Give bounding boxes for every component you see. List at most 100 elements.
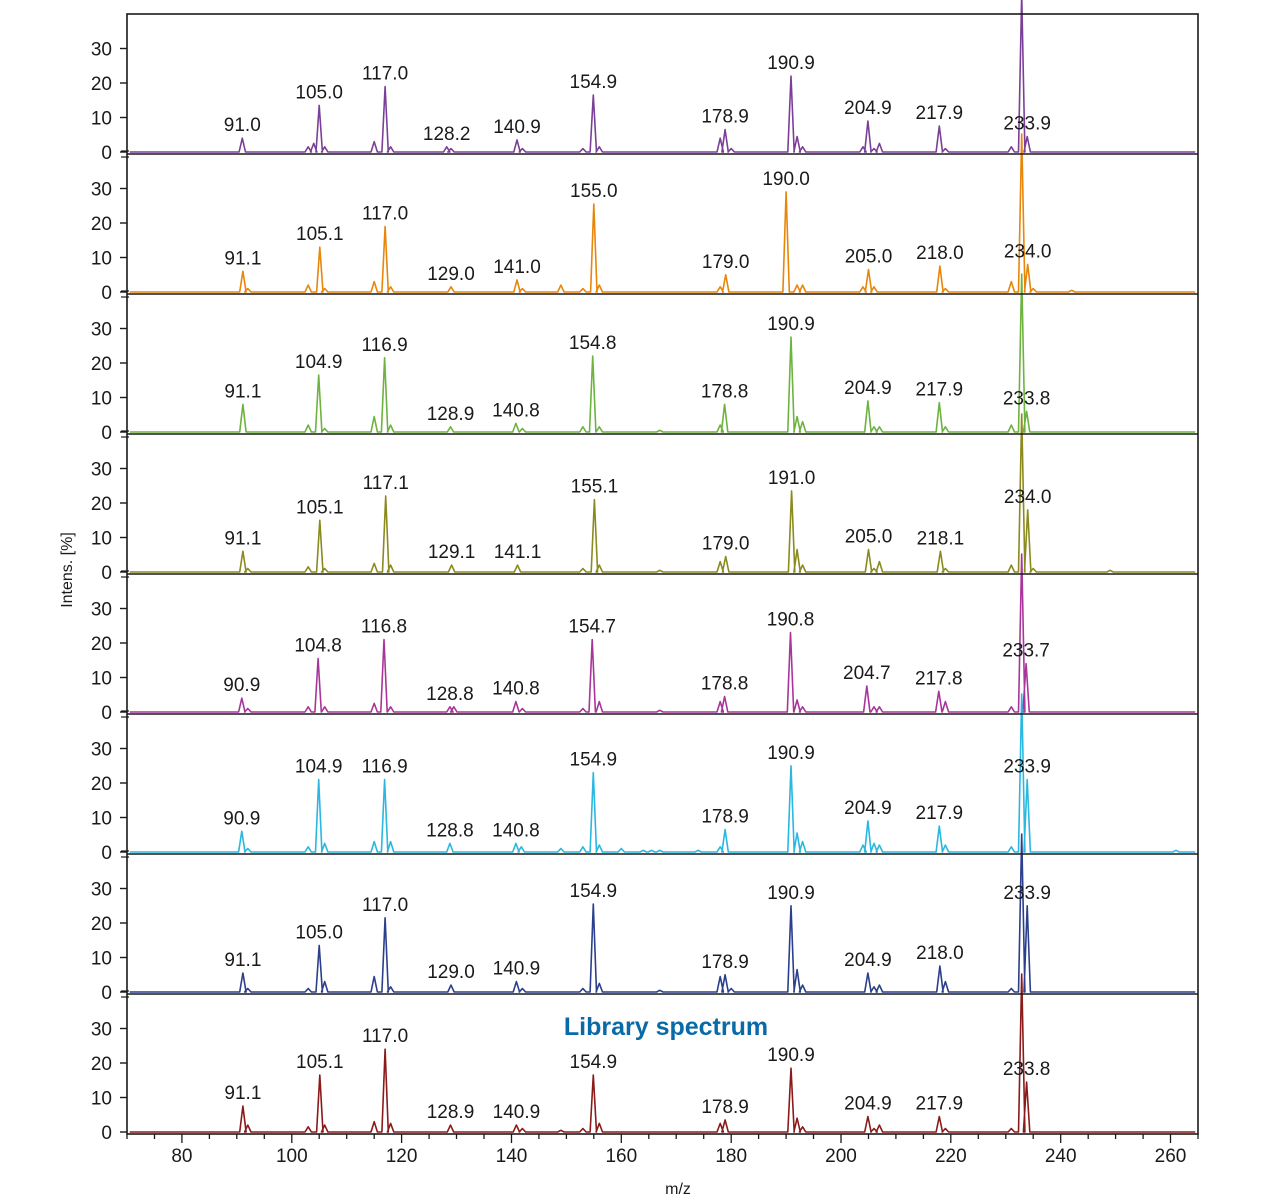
spectrum-trace bbox=[129, 0, 1196, 153]
spectrum-trace bbox=[129, 273, 1196, 433]
peak-label: 129.1 bbox=[428, 542, 476, 563]
x-tick-label: 220 bbox=[935, 1146, 967, 1167]
y-tick-label: 20 bbox=[91, 634, 112, 655]
spectrum-panel-8: 91.1 105.1 117.0 128.9 140.9 154.9 178.9 190.9 2… bbox=[91, 973, 1196, 1144]
x-tick-label: 80 bbox=[171, 1146, 192, 1167]
y-tick-label: 0 bbox=[101, 423, 112, 444]
y-tick-label: 10 bbox=[91, 529, 112, 550]
peak-label: 190.9 bbox=[767, 883, 815, 904]
peak-label: 154.8 bbox=[569, 333, 617, 354]
spectrum-panel-4: 91.1 105.1 117.1 129.1 141.1 155.1 179.0 191.0 2… bbox=[91, 413, 1196, 584]
peak-label: 217.9 bbox=[916, 1094, 964, 1115]
peak-label: 234.0 bbox=[1004, 487, 1052, 508]
peak-label: 117.0 bbox=[362, 203, 408, 224]
peak-label: 105.0 bbox=[295, 922, 343, 943]
peak-label: 178.9 bbox=[701, 107, 749, 128]
peak-label: 179.0 bbox=[702, 252, 750, 273]
peak-label: 104.9 bbox=[295, 757, 343, 778]
x-tick-label: 100 bbox=[276, 1146, 308, 1167]
peak-label: 204.7 bbox=[843, 663, 891, 684]
y-tick-label: 10 bbox=[91, 249, 112, 270]
y-tick-label: 20 bbox=[91, 1054, 112, 1075]
y-tick-label: 0 bbox=[101, 983, 112, 1004]
peak-label: 154.9 bbox=[570, 750, 618, 771]
peak-label: 218.1 bbox=[917, 528, 965, 549]
y-axis-title: Intens. [%] bbox=[59, 532, 76, 608]
peak-label: 217.9 bbox=[916, 103, 964, 124]
peak-label: 190.9 bbox=[767, 314, 815, 335]
peak-label: 233.8 bbox=[1003, 388, 1051, 409]
peak-label: 233.9 bbox=[1003, 114, 1051, 135]
peak-label: 105.1 bbox=[296, 224, 344, 245]
peak-label: 91.1 bbox=[224, 528, 261, 549]
y-tick-label: 30 bbox=[91, 740, 112, 761]
peak-label: 204.9 bbox=[844, 1094, 892, 1115]
peak-label: 190.9 bbox=[767, 743, 815, 764]
peak-label: 233.7 bbox=[1002, 641, 1050, 662]
x-tick-label: 140 bbox=[496, 1146, 528, 1167]
y-tick-label: 0 bbox=[101, 843, 112, 864]
peak-label: 116.9 bbox=[362, 757, 408, 778]
peak-label: 105.1 bbox=[296, 1052, 344, 1073]
peak-label: 217.8 bbox=[915, 668, 963, 689]
peak-label: 178.8 bbox=[701, 381, 749, 402]
peak-label: 141.1 bbox=[494, 542, 542, 563]
y-tick-label: 0 bbox=[101, 703, 112, 724]
peak-label: 105.0 bbox=[295, 82, 343, 103]
spectrum-trace bbox=[129, 553, 1196, 713]
y-tick-label: 30 bbox=[91, 460, 112, 481]
peak-label: 154.9 bbox=[570, 72, 618, 93]
x-tick-label: 200 bbox=[825, 1146, 857, 1167]
peak-label: 128.9 bbox=[427, 404, 475, 425]
peak-label: 117.0 bbox=[362, 895, 408, 916]
y-tick-label: 20 bbox=[91, 774, 112, 795]
peak-label: 128.8 bbox=[426, 820, 474, 841]
spectrum-panel-6: 90.9 104.9 116.9 128.8 140.8 154.9 178.9 190.9 2… bbox=[91, 693, 1196, 864]
peak-label: 104.8 bbox=[294, 636, 342, 657]
spectrum-trace bbox=[129, 833, 1196, 993]
x-axis: 80 100 120 140 160 180 200 220 240 260 bbox=[126, 1134, 1199, 1167]
x-tick-label: 160 bbox=[605, 1146, 637, 1167]
peak-label: 105.1 bbox=[296, 497, 344, 518]
peak-label: 140.8 bbox=[492, 679, 540, 700]
peak-label: 116.8 bbox=[361, 617, 407, 638]
peak-label: 178.9 bbox=[701, 807, 749, 828]
peak-label: 190.9 bbox=[767, 1045, 815, 1066]
peak-label: 155.1 bbox=[571, 477, 619, 498]
y-tick-label: 0 bbox=[101, 283, 112, 304]
peak-label: 217.9 bbox=[916, 803, 964, 824]
y-tick-label: 10 bbox=[91, 1089, 112, 1110]
peak-label: 91.0 bbox=[224, 115, 261, 136]
y-tick-label: 10 bbox=[91, 949, 112, 970]
y-tick-label: 0 bbox=[101, 143, 112, 164]
y-tick-label: 30 bbox=[91, 880, 112, 901]
peak-label: 141.0 bbox=[493, 257, 541, 278]
peak-label: 204.9 bbox=[844, 378, 892, 399]
peak-label: 178.9 bbox=[701, 1097, 749, 1118]
spectrum-trace bbox=[129, 133, 1196, 293]
peak-label: 233.8 bbox=[1003, 1059, 1051, 1080]
x-tick-label: 180 bbox=[715, 1146, 747, 1167]
spectra-panels: 91.0 105.0 117.0 128.2 140.9 154.9 178.9 190.9 2… bbox=[91, 0, 1196, 1144]
y-tick-label: 10 bbox=[91, 389, 112, 410]
spectrum-panel-7: 91.1 105.0 117.0 129.0 140.9 154.9 178.9 190.9 2… bbox=[91, 833, 1196, 1004]
y-tick-label: 20 bbox=[91, 354, 112, 375]
peak-label: 205.0 bbox=[845, 527, 893, 548]
peak-label: 128.2 bbox=[423, 124, 471, 145]
library-spectrum-annotation: Library spectrum bbox=[564, 1013, 768, 1041]
spectrum-trace bbox=[129, 413, 1196, 573]
peak-label: 154.7 bbox=[568, 617, 616, 638]
peak-label: 218.0 bbox=[916, 943, 964, 964]
peak-label: 190.9 bbox=[767, 53, 815, 74]
y-tick-label: 20 bbox=[91, 214, 112, 235]
peak-label: 217.9 bbox=[916, 380, 964, 401]
peak-label: 117.0 bbox=[362, 64, 408, 85]
peak-label: 155.0 bbox=[570, 181, 618, 202]
peak-label: 91.1 bbox=[224, 950, 261, 971]
peak-label: 116.9 bbox=[362, 335, 408, 356]
peak-label: 234.0 bbox=[1004, 241, 1052, 262]
peak-label: 117.1 bbox=[363, 473, 409, 494]
x-tick-label: 120 bbox=[386, 1146, 418, 1167]
peak-label: 178.9 bbox=[701, 952, 749, 973]
y-tick-label: 20 bbox=[91, 74, 112, 95]
